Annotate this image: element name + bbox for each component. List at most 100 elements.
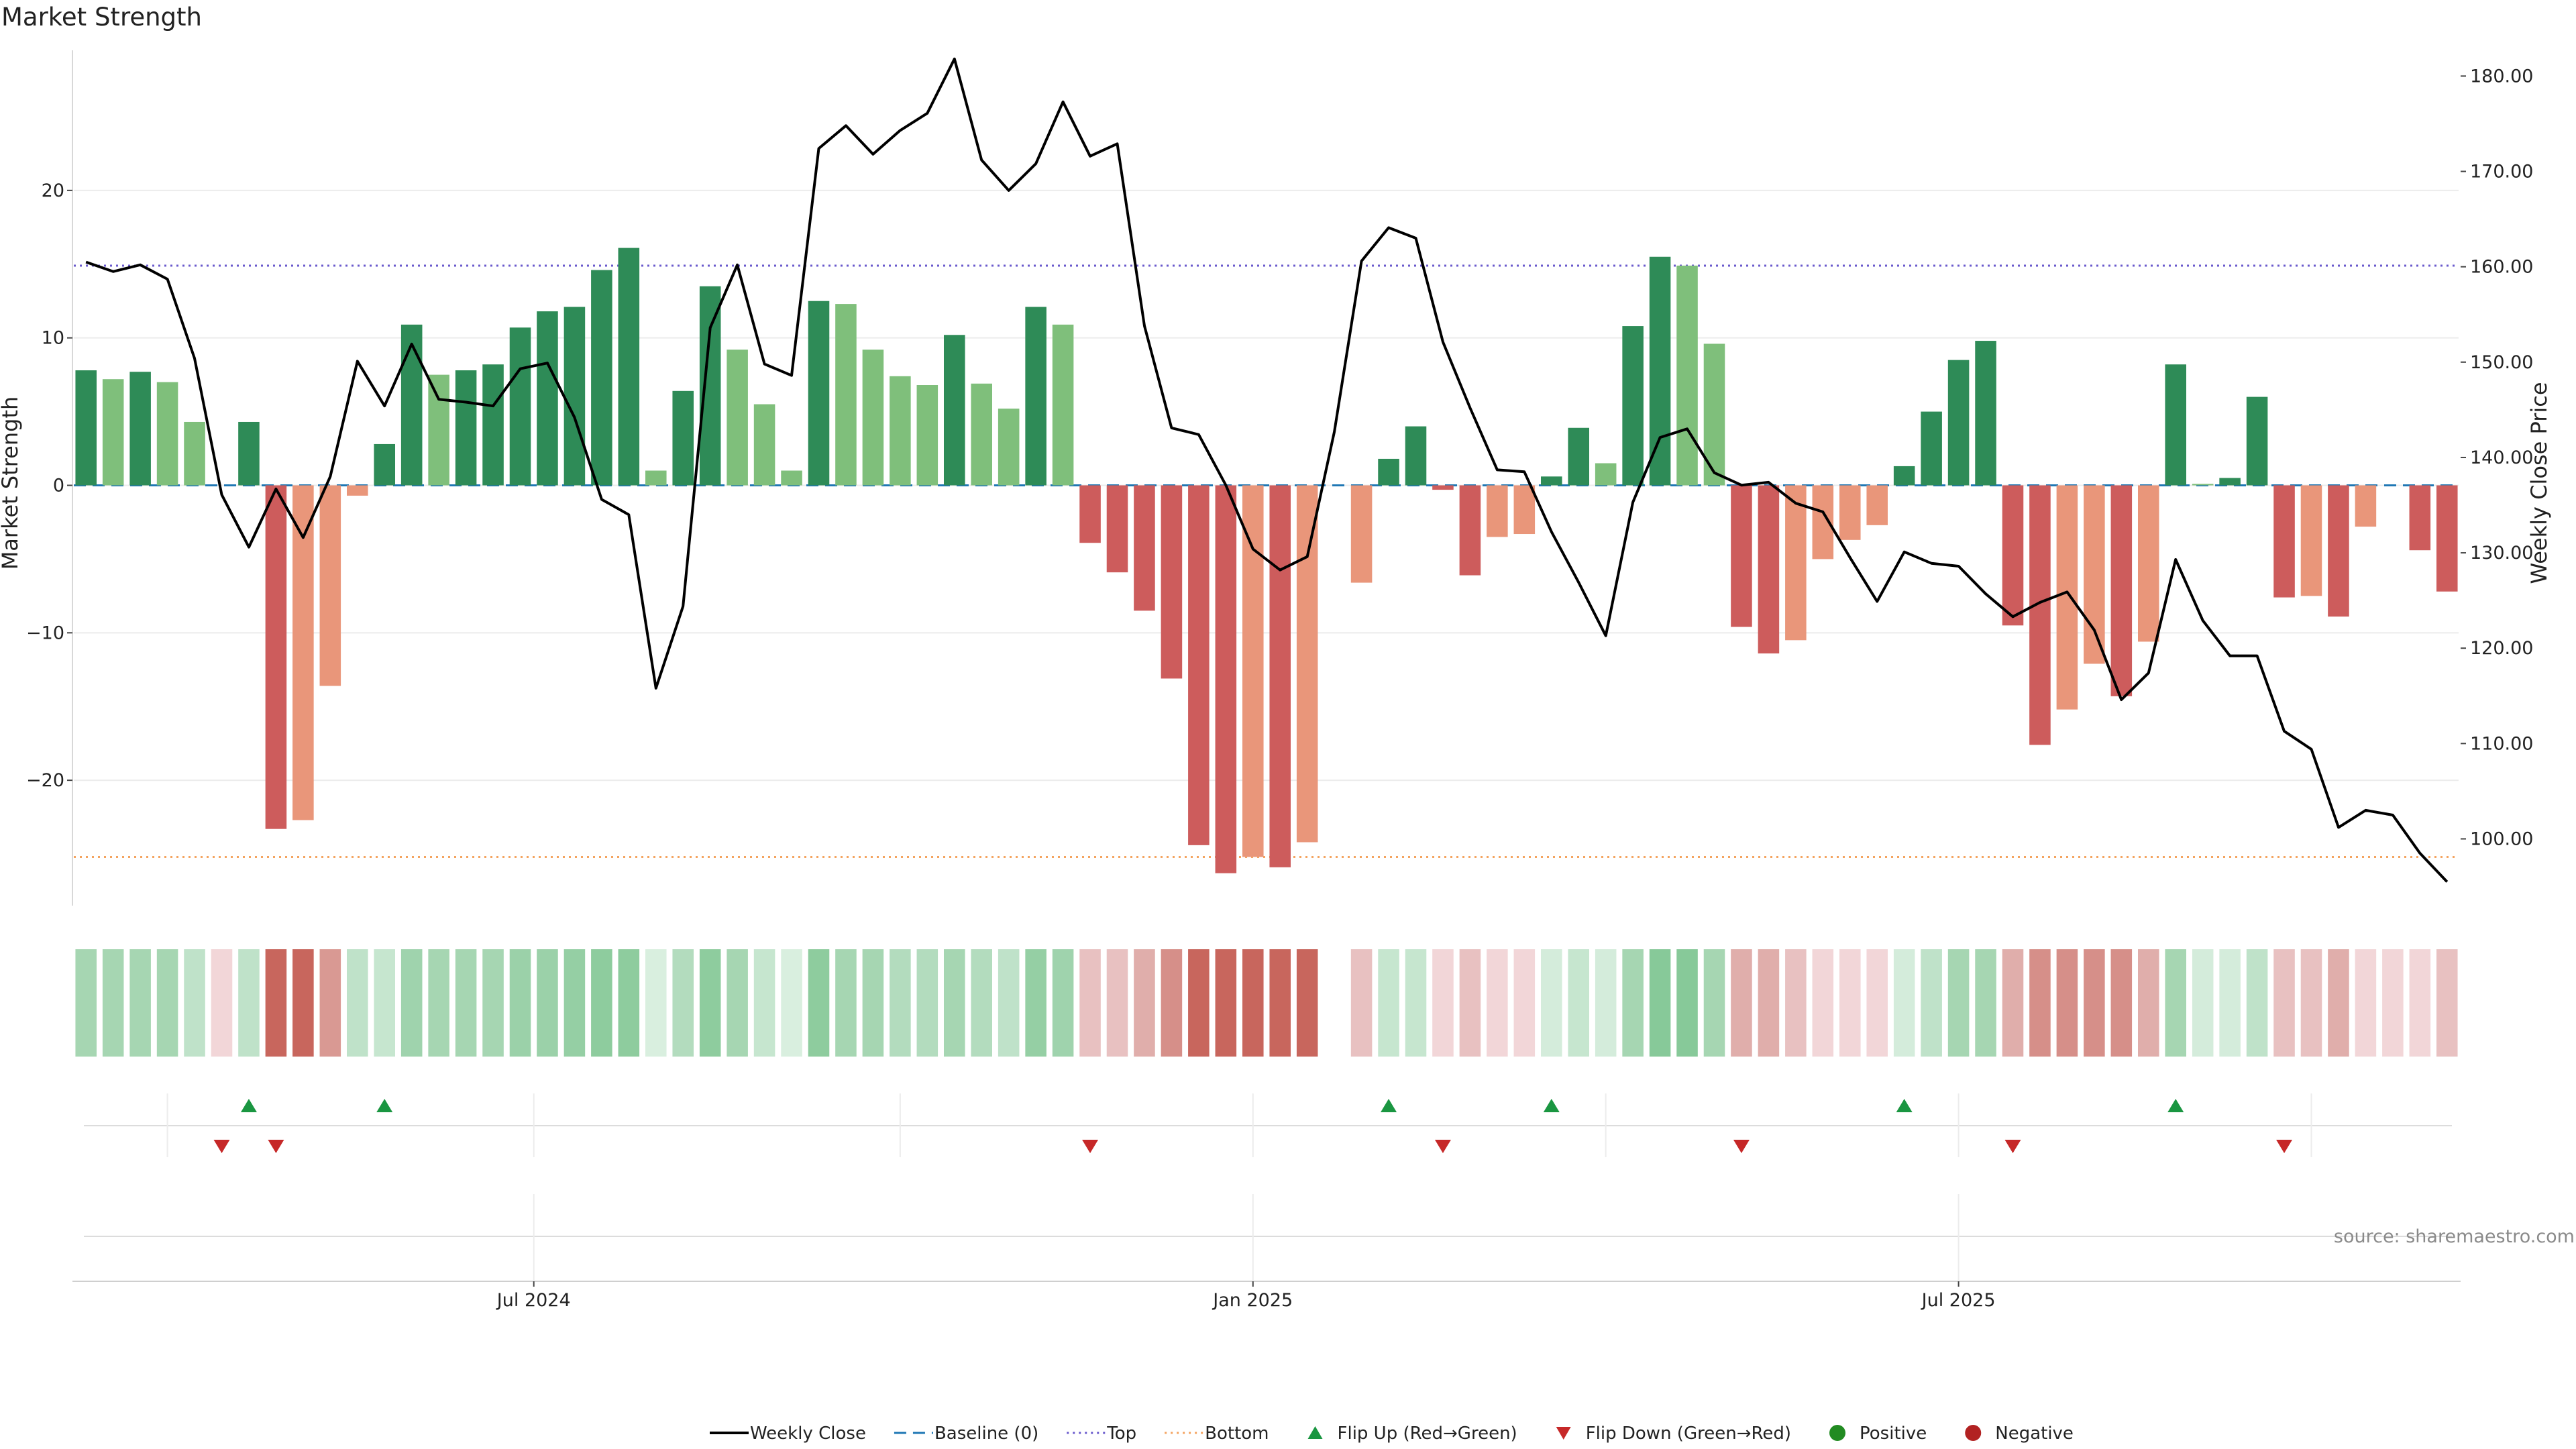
legend-item: Negative bbox=[1965, 1424, 2074, 1444]
right-tick-label: 130.00 bbox=[2470, 543, 2533, 564]
flip-down-marker bbox=[214, 1140, 230, 1153]
flip-down-marker bbox=[268, 1140, 284, 1153]
heat-cell bbox=[1704, 949, 1725, 1057]
strength-bar bbox=[1134, 485, 1155, 610]
heat-cell bbox=[727, 949, 748, 1057]
strength-bar bbox=[455, 370, 477, 485]
strength-bar bbox=[1921, 412, 1942, 486]
heat-cell bbox=[75, 949, 97, 1057]
legend-item: Bottom bbox=[1165, 1424, 1269, 1444]
strength-bar bbox=[2247, 397, 2268, 486]
heat-cell bbox=[1053, 949, 1074, 1057]
legend-label: Weekly Close bbox=[750, 1424, 866, 1444]
right-tick-label: 140.00 bbox=[2470, 447, 2533, 468]
legend: Weekly Close Baseline (0) Top Bottom Flip Up… bbox=[710, 1424, 2074, 1444]
strength-bar bbox=[103, 379, 124, 485]
strength-bar bbox=[781, 471, 802, 486]
flip-up-marker bbox=[1381, 1099, 1397, 1112]
right-tick-label: 160.00 bbox=[2470, 257, 2533, 278]
heat-cell bbox=[1269, 949, 1291, 1057]
strength-bar bbox=[401, 325, 423, 486]
heat-cell bbox=[374, 949, 395, 1057]
strength-bar bbox=[1541, 476, 1562, 485]
strength-bar bbox=[2057, 485, 2078, 709]
strength-bar bbox=[2165, 364, 2186, 485]
strength-bar bbox=[1731, 485, 1752, 627]
right-tick-label: 120.00 bbox=[2470, 638, 2533, 659]
strength-bar bbox=[320, 485, 341, 686]
heat-cell bbox=[2382, 949, 2404, 1057]
heat-cell bbox=[1025, 949, 1046, 1057]
heat-cell bbox=[700, 949, 721, 1057]
strength-bar bbox=[537, 311, 558, 485]
heat-cell bbox=[1216, 949, 1237, 1057]
heat-cell bbox=[1188, 949, 1210, 1057]
legend-label: Flip Up (Red→Green) bbox=[1338, 1424, 1517, 1444]
right-tick-label: 180.00 bbox=[2470, 66, 2533, 87]
legend-label: Baseline (0) bbox=[934, 1424, 1038, 1444]
heat-cell bbox=[890, 949, 911, 1057]
heat-cell bbox=[211, 949, 233, 1057]
strength-bar bbox=[129, 372, 151, 485]
heat-cell bbox=[1079, 949, 1101, 1057]
heat-strip bbox=[75, 949, 2457, 1057]
strength-bar bbox=[1676, 266, 1698, 486]
strength-bar bbox=[2355, 485, 2377, 527]
legend-label: Flip Down (Green→Red) bbox=[1586, 1424, 1791, 1444]
strength-bar bbox=[619, 248, 640, 486]
heat-cell bbox=[1432, 949, 1454, 1057]
heat-cell bbox=[672, 949, 694, 1057]
heat-cell bbox=[1948, 949, 1970, 1057]
strength-bar bbox=[727, 350, 748, 485]
strength-bar bbox=[1568, 428, 1589, 486]
strength-bar bbox=[2029, 485, 2051, 745]
strength-bar bbox=[808, 301, 830, 486]
strength-bar bbox=[1432, 485, 1454, 490]
strength-bar bbox=[1242, 485, 1264, 857]
flip-down-marker bbox=[2005, 1140, 2021, 1153]
heat-cell bbox=[184, 949, 205, 1057]
heat-cell bbox=[455, 949, 477, 1057]
strength-bar bbox=[1269, 485, 1291, 867]
x-tick-label: Jul 2024 bbox=[496, 1290, 571, 1311]
left-tick-label: 10 bbox=[42, 328, 64, 349]
strength-bar bbox=[2002, 485, 2024, 625]
heat-cell bbox=[2273, 949, 2295, 1057]
strength-bar bbox=[482, 364, 504, 485]
heat-cell bbox=[1487, 949, 1508, 1057]
heat-cell bbox=[2138, 949, 2159, 1057]
strength-bar bbox=[754, 405, 775, 486]
strength-bar bbox=[591, 270, 612, 486]
strength-bar bbox=[75, 370, 97, 485]
heat-cell bbox=[2219, 949, 2241, 1057]
strength-bar bbox=[1460, 485, 1481, 575]
heat-cell bbox=[564, 949, 586, 1057]
flip-down-marker bbox=[1435, 1140, 1451, 1153]
strength-bar bbox=[998, 409, 1020, 485]
heat-cell bbox=[103, 949, 124, 1057]
heat-cell bbox=[1758, 949, 1780, 1057]
strength-bar bbox=[1405, 427, 1427, 486]
strength-bar bbox=[2273, 485, 2295, 597]
strength-bar bbox=[184, 422, 205, 486]
strength-bar bbox=[890, 376, 911, 486]
heat-cell bbox=[645, 949, 667, 1057]
right-tick-label: 110.00 bbox=[2470, 733, 2533, 754]
strength-bar bbox=[1595, 464, 1617, 486]
heat-cell bbox=[2057, 949, 2078, 1057]
strength-bar bbox=[2138, 485, 2159, 641]
strength-bar bbox=[266, 485, 287, 828]
flip-up-marker bbox=[1544, 1099, 1560, 1112]
heat-cell bbox=[2029, 949, 2051, 1057]
strength-bar bbox=[347, 485, 368, 495]
x-tick-label: Jul 2025 bbox=[1921, 1290, 1996, 1311]
heat-cell bbox=[1460, 949, 1481, 1057]
flip-markers-panel bbox=[72, 1093, 2461, 1281]
heat-cell bbox=[347, 949, 368, 1057]
strength-bar bbox=[2219, 478, 2241, 486]
heat-cell bbox=[1324, 949, 1345, 1057]
left-tick-label: 20 bbox=[42, 180, 64, 201]
strength-bar bbox=[1866, 485, 1888, 525]
legend-swatch-triangle-down bbox=[1556, 1427, 1571, 1440]
